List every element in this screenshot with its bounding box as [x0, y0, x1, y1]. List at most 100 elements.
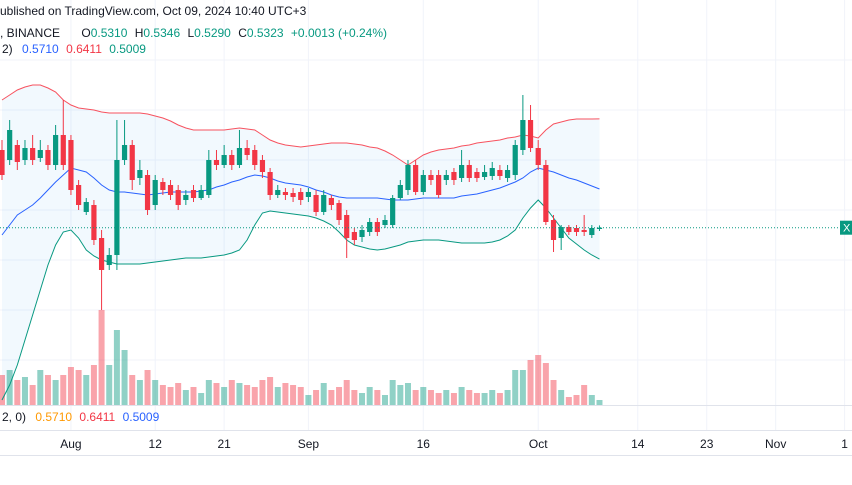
candle-body	[420, 175, 426, 192]
candle-body	[183, 195, 189, 200]
volume-bar	[382, 395, 388, 405]
candle-body	[589, 228, 595, 235]
volume-bar	[489, 390, 496, 405]
candle-body	[175, 190, 181, 205]
candle-body	[106, 255, 112, 265]
volume-bar	[450, 393, 457, 405]
x-tick-label: 21	[217, 437, 231, 451]
candle-body	[290, 193, 296, 197]
change: +0.0013 (+0.24%)	[291, 26, 387, 40]
candle-body	[305, 192, 311, 197]
volume-bar	[573, 395, 580, 405]
volume-bar	[52, 380, 59, 405]
volume-bar	[228, 380, 235, 405]
candle-body	[313, 195, 319, 212]
volume-bar	[121, 350, 128, 405]
candle-body	[512, 145, 518, 175]
candle-body	[298, 192, 304, 200]
volume-bar	[0, 375, 5, 405]
volume-bar	[481, 393, 488, 405]
volume-bar	[167, 387, 174, 405]
candle-body	[596, 227, 603, 229]
volume-bar	[159, 385, 166, 405]
volume-bar	[152, 380, 159, 405]
volume-bar	[435, 393, 442, 405]
volume-label: 2, 0)	[2, 410, 26, 424]
candle-body	[213, 160, 220, 165]
bb-value: 0.5009	[109, 42, 146, 56]
candle-body	[451, 172, 457, 180]
volume-bar	[136, 380, 143, 405]
candle-body	[543, 165, 549, 222]
volume-bar	[113, 330, 120, 405]
candle-body	[252, 150, 258, 165]
volume-bar	[213, 383, 220, 405]
volume-bar	[14, 380, 21, 405]
x-tick-label: 1	[841, 437, 848, 451]
candle-body	[413, 165, 419, 192]
x-tick-label: 16	[417, 437, 431, 451]
candle-body	[459, 165, 465, 178]
candle-body	[367, 222, 373, 232]
candle-body	[436, 175, 442, 195]
volume-bar	[542, 363, 549, 405]
candle-body	[30, 148, 36, 160]
volume-bar	[466, 390, 473, 405]
volume-bar	[458, 387, 465, 405]
volume-bar	[366, 387, 373, 405]
volume-bar	[443, 390, 450, 405]
candle-body	[98, 238, 105, 270]
volume-bar	[98, 310, 105, 405]
candle-body	[137, 170, 143, 178]
volume-bar	[60, 375, 67, 405]
ohlc-label: L	[187, 26, 194, 40]
volume-bar	[190, 387, 197, 405]
volume-bar	[519, 370, 526, 405]
volume-bar	[581, 385, 588, 405]
x-tick-label: Sep	[298, 437, 320, 451]
candle-body	[244, 148, 250, 155]
candle-body	[160, 182, 166, 190]
candle-body	[190, 190, 197, 198]
x-tick-label: Oct	[529, 437, 548, 451]
candle-body	[489, 168, 495, 176]
volume-bar	[305, 395, 312, 405]
volume-bar	[535, 355, 542, 405]
x-tick-label: Nov	[765, 437, 786, 451]
volume-bar	[290, 385, 297, 405]
volume-bar	[374, 390, 381, 405]
volume-bar	[328, 390, 335, 405]
volume-bar	[244, 385, 251, 405]
volume-bar	[397, 385, 404, 405]
candle-body	[581, 230, 587, 232]
volume-bar	[6, 370, 13, 405]
volume-bar	[44, 375, 51, 405]
volume-bar	[221, 387, 228, 405]
candle-body	[374, 222, 380, 232]
candle-body	[14, 145, 20, 162]
volume-bar	[83, 375, 90, 405]
volume-bar	[359, 393, 366, 405]
candle-body	[573, 228, 580, 232]
candle-body	[236, 148, 243, 165]
volume-bar	[588, 395, 595, 405]
volume-bar	[37, 370, 44, 405]
candle-body	[321, 195, 327, 212]
candle-body	[550, 220, 557, 240]
volume-bar	[504, 390, 511, 405]
candle-body	[37, 150, 43, 158]
published: ublished on TradingView.com, Oct 09, 202…	[0, 4, 307, 18]
ohlc-label: C	[238, 26, 247, 40]
volume-bar	[558, 390, 565, 405]
volume-bar	[251, 387, 258, 405]
volume-bar	[596, 400, 603, 405]
candle-body	[328, 198, 334, 205]
candle-body	[405, 165, 411, 190]
volume-bar	[75, 370, 82, 405]
volume-bar	[144, 370, 151, 405]
bb-legend: 2) 0.5710 0.6411 0.5009	[2, 42, 146, 56]
candle-body	[167, 185, 174, 195]
volume-bar	[29, 385, 36, 405]
volume-bar	[389, 380, 396, 405]
